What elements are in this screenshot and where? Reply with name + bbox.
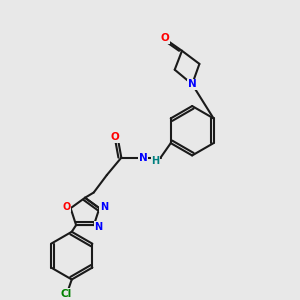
Text: Cl: Cl: [61, 289, 72, 299]
Text: O: O: [111, 132, 119, 142]
Text: N: N: [94, 222, 102, 232]
Text: N: N: [188, 79, 197, 89]
Text: O: O: [161, 33, 170, 43]
Text: O: O: [62, 202, 70, 212]
Text: N: N: [100, 202, 108, 212]
Text: N: N: [139, 153, 148, 163]
Text: H: H: [151, 156, 159, 166]
